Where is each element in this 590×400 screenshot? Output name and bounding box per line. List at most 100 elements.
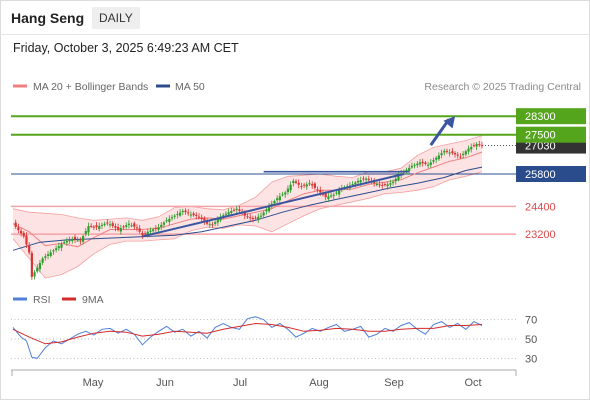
candle-body [421, 161, 424, 164]
candle-body [278, 196, 281, 201]
candle-body [28, 245, 31, 253]
rsi-tick-label: 70 [525, 315, 537, 327]
candle-body [329, 195, 333, 197]
trendlines-group [142, 116, 456, 238]
candle-body [462, 153, 465, 156]
candle-body [127, 223, 131, 225]
level-label-box-28300 [516, 108, 586, 125]
candle-body [111, 223, 114, 227]
candle-body [375, 184, 378, 186]
candle-body [305, 184, 308, 187]
candle-body [187, 212, 190, 214]
candle-body [224, 213, 228, 215]
candle-body [216, 219, 219, 223]
candle-body [222, 215, 225, 217]
candle-body [152, 229, 155, 232]
candle-body [478, 144, 481, 146]
candle-body [426, 164, 430, 166]
candle-body [327, 196, 330, 200]
instrument-title: Hang Seng [11, 10, 85, 26]
candle-body [435, 157, 438, 160]
candle-body [149, 230, 152, 232]
candle-body [57, 246, 60, 249]
candle-body [416, 163, 419, 166]
candle-body [103, 223, 106, 225]
candle-body [133, 223, 136, 227]
rsi-ma-legend-label: 9MA [82, 294, 104, 306]
candle-body [300, 186, 303, 188]
candle-body [332, 194, 335, 196]
level-label-24400: 24400 [525, 201, 556, 213]
candle-body [472, 145, 476, 147]
candle-body [106, 222, 109, 224]
candle-body [418, 162, 422, 165]
candle-body [184, 210, 187, 213]
candle-body [267, 206, 271, 212]
candle-body [424, 162, 427, 164]
candle-body [297, 182, 300, 185]
level-label-27030: 27030 [525, 141, 556, 153]
candle-body [408, 167, 411, 171]
candle-body [214, 222, 217, 224]
candle-body [445, 150, 449, 152]
candle-body [117, 227, 120, 230]
candle-body [459, 156, 462, 158]
candle-body [114, 226, 117, 228]
candle-body [125, 225, 128, 227]
candle-body [154, 227, 157, 229]
candle-body [205, 221, 209, 224]
candle-body [119, 228, 122, 232]
ma50-legend-label: MA 50 [175, 81, 205, 93]
candle-body [95, 225, 98, 228]
rsi-panel: 70 50 30 [11, 315, 537, 365]
chart-header: Hang Seng DAILY [0, 0, 590, 35]
time-axis-label: Oct [464, 377, 481, 389]
candle-body [79, 240, 82, 242]
candle-body [170, 217, 174, 219]
candle-body [165, 220, 168, 222]
candle-body [316, 189, 319, 191]
candle-body [41, 258, 44, 263]
candle-body [179, 212, 182, 216]
time-axis-label: Jul [233, 377, 247, 389]
candle-body [286, 188, 290, 193]
candle-body [14, 222, 17, 227]
candle-body [189, 214, 192, 216]
candle-body [265, 209, 268, 212]
trendline-support-trend [142, 173, 405, 238]
candle-body [313, 183, 316, 188]
candle-body [354, 182, 357, 185]
candle-body [351, 184, 354, 186]
candle-body [383, 184, 387, 186]
level-label-23200: 23200 [525, 229, 556, 241]
level-label-box-25800 [516, 166, 586, 182]
candle-body [276, 198, 279, 201]
candle-body [324, 193, 327, 198]
candle-body [413, 164, 416, 166]
candle-body [410, 165, 414, 168]
candle-body [257, 216, 260, 220]
candle-body [338, 190, 341, 195]
time-axis-label: May [83, 377, 104, 389]
level-label-28300: 28300 [525, 111, 556, 123]
candle-body [249, 217, 252, 219]
credit-text: Research © 2025 Trading Central [424, 81, 581, 93]
candle-body [38, 263, 42, 270]
candle-body [203, 217, 206, 222]
candle-body [76, 240, 79, 242]
candle-body [259, 215, 263, 217]
timeframe-tab[interactable]: DAILY [92, 7, 140, 29]
candle-body [243, 211, 246, 216]
candle-body [235, 208, 238, 210]
level-labels-group: 27030 28300 27500 25800 24400 23200 [516, 108, 586, 241]
candle-body [108, 224, 112, 226]
rsi-legend-swatch [13, 297, 27, 301]
rsi-line [12, 316, 483, 359]
candle-body [68, 239, 71, 242]
candle-body [211, 224, 214, 226]
forecast-arrow-shaft [429, 118, 451, 146]
candle-body [303, 184, 306, 186]
candle-body [429, 162, 432, 165]
candle-body [386, 184, 389, 187]
